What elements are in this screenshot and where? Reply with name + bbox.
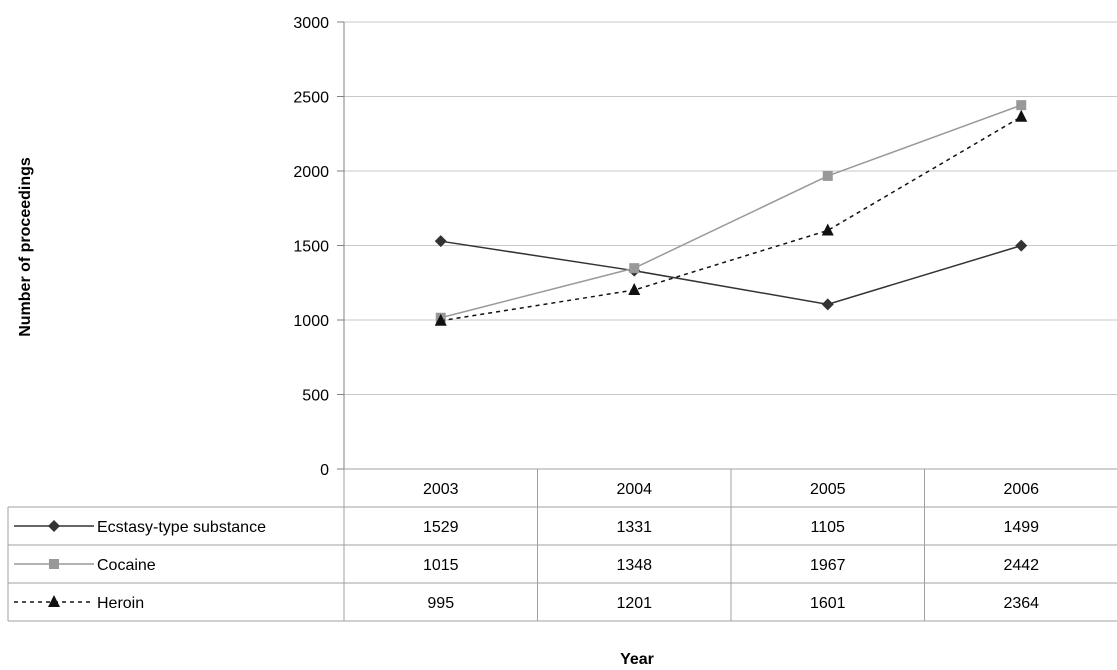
data-point xyxy=(434,235,447,248)
data-table-cell: 1348 xyxy=(616,557,652,574)
y-tick-label: 0 xyxy=(320,462,329,479)
y-tick-label: 2500 xyxy=(293,90,329,107)
data-point xyxy=(822,170,833,181)
data-point xyxy=(821,223,834,236)
data-table-cell: 2442 xyxy=(1003,557,1039,574)
series-line xyxy=(440,104,1022,319)
series-lines xyxy=(434,100,1028,326)
x-tick-label: 2003 xyxy=(423,481,459,498)
legend-key-marker xyxy=(49,559,59,569)
data-point xyxy=(1016,100,1027,111)
y-tick-label: 1500 xyxy=(293,239,329,256)
data-point xyxy=(628,283,641,296)
data-table-cell: 2364 xyxy=(1003,595,1039,612)
y-tick-label: 2000 xyxy=(293,164,329,181)
data-table-cell: 1499 xyxy=(1003,519,1039,536)
legend-key-marker xyxy=(48,595,60,607)
data-point xyxy=(1015,109,1028,122)
gridlines xyxy=(344,21,1117,470)
data-table-cell: 1015 xyxy=(423,557,459,574)
series-line xyxy=(440,240,1022,306)
x-axis-title: Year xyxy=(620,651,654,668)
series-line xyxy=(440,116,1022,322)
data-point xyxy=(1015,239,1028,252)
data-point xyxy=(629,263,640,274)
legend-label: Cocaine xyxy=(97,557,156,574)
legend-label: Heroin xyxy=(97,595,144,612)
data-table-cell: 995 xyxy=(427,595,454,612)
y-tick-label: 3000 xyxy=(293,15,329,32)
data-table-cell: 1967 xyxy=(810,557,846,574)
legend-label: Ecstasy-type substance xyxy=(97,519,266,536)
data-point xyxy=(821,298,834,311)
data-table-cell: 1105 xyxy=(811,519,846,536)
data-table-cell: 1201 xyxy=(616,595,652,612)
data-point xyxy=(434,313,447,326)
data-table: 2003 2004 2005 2006 Ecstasy-type substance 15… xyxy=(7,468,1117,622)
legend-key-marker xyxy=(48,520,60,532)
x-tick-label: 2005 xyxy=(810,481,846,498)
y-axis-ticks: 0 500 1000 1500 2000 2500 3000 xyxy=(293,15,345,479)
data-table-cell: 1529 xyxy=(423,519,459,536)
y-tick-label: 1000 xyxy=(293,313,329,330)
y-axis-title: Number of proceedings xyxy=(17,157,34,337)
y-tick-label: 500 xyxy=(302,388,329,405)
data-table-cell: 1601 xyxy=(810,595,846,612)
x-tick-label: 2006 xyxy=(1003,481,1039,498)
data-table-cell: 1331 xyxy=(616,519,652,536)
x-tick-label: 2004 xyxy=(616,481,652,498)
